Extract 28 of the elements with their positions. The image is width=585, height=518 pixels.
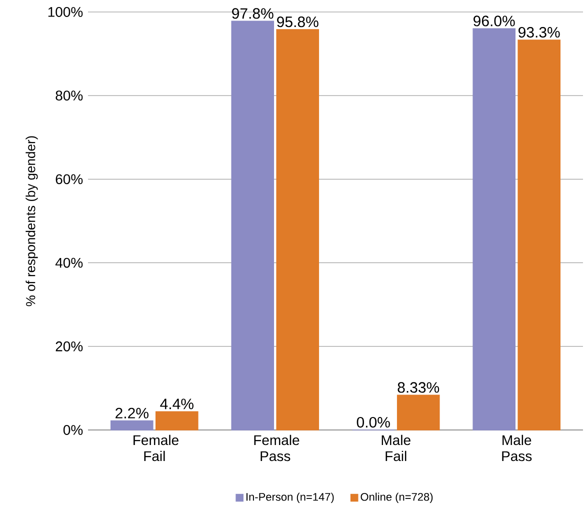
legend-label: Online (n=728)	[360, 492, 433, 503]
data-label: 2.2%	[116, 408, 148, 418]
x-tick-label: Male Pass	[502, 434, 532, 462]
y-axis-title: % of respondents (by gender)	[26, 136, 38, 306]
y-tick-label: 20%	[56, 341, 83, 352]
y-tick-label: 80%	[56, 90, 83, 101]
bar	[110, 420, 154, 430]
x-tick-label: Female Pass	[254, 434, 300, 462]
y-tick-label: 40%	[55, 258, 83, 268]
bar	[518, 40, 560, 430]
bar	[156, 411, 198, 430]
y-tick-label: 100%	[48, 7, 83, 17]
y-tick-label: 0%	[63, 425, 83, 435]
bar	[276, 29, 320, 430]
data-label: 4.4%	[160, 398, 194, 410]
x-tick-label: Female Fail	[134, 434, 178, 462]
x-tick-label: Male Fail	[382, 434, 410, 462]
data-label: 96.0%	[474, 16, 515, 26]
bar	[396, 394, 440, 430]
data-label: 93.3%	[518, 26, 560, 38]
legend-label: In-Person (n=147)	[246, 492, 334, 503]
bar	[231, 20, 274, 430]
data-label: 8.33%	[398, 382, 440, 393]
data-label: 95.8%	[277, 16, 318, 28]
data-label: 97.8%	[232, 8, 274, 19]
bar	[472, 28, 516, 430]
y-tick-label: 60%	[56, 174, 83, 184]
data-label: 0.0%	[356, 416, 390, 428]
